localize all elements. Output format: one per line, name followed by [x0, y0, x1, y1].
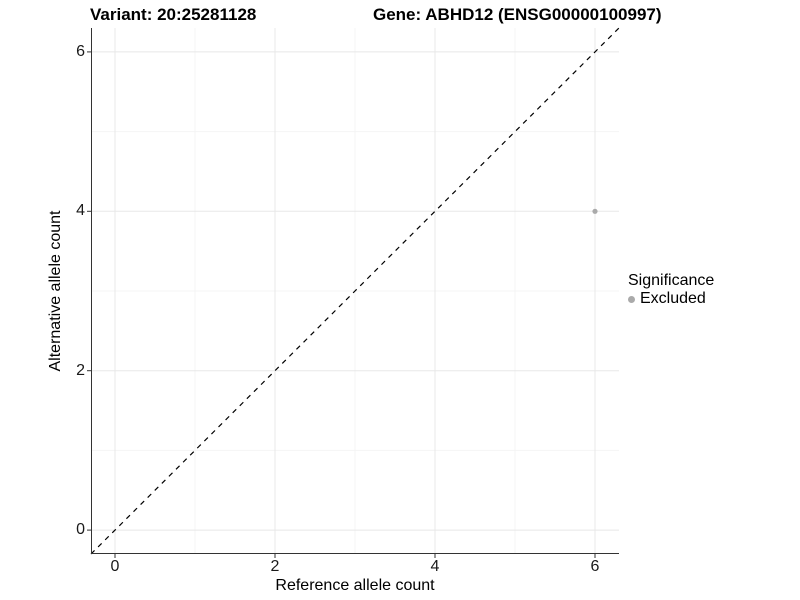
- legend-point-icon: [628, 295, 635, 303]
- y-tick-label: 4: [76, 202, 85, 220]
- plot-panel: [87, 27, 620, 558]
- y-axis-title: Alternative allele count: [47, 210, 64, 372]
- x-tick-label: 6: [590, 558, 600, 575]
- identity-reference-line: [90, 27, 620, 555]
- legend-entry-label: Excluded: [640, 290, 706, 307]
- variant-title: Variant: 20:25281128: [90, 5, 257, 24]
- x-tick-label: 0: [110, 558, 120, 575]
- legend: Significance Excluded: [628, 271, 714, 308]
- x-tick-label: 2: [270, 558, 280, 575]
- legend-title: Significance: [628, 272, 715, 289]
- y-tick-label: 6: [76, 42, 85, 60]
- y-tick-label: 2: [76, 361, 85, 379]
- x-tick-label: 4: [430, 558, 440, 575]
- x-axis-title: Reference allele count: [275, 577, 435, 594]
- y-tick-label: 0: [76, 521, 85, 539]
- data-point: [592, 208, 598, 214]
- legend-entry-excluded: Excluded: [628, 290, 714, 308]
- gene-title: Gene: ABHD12 (ENSG00000100997): [373, 5, 662, 24]
